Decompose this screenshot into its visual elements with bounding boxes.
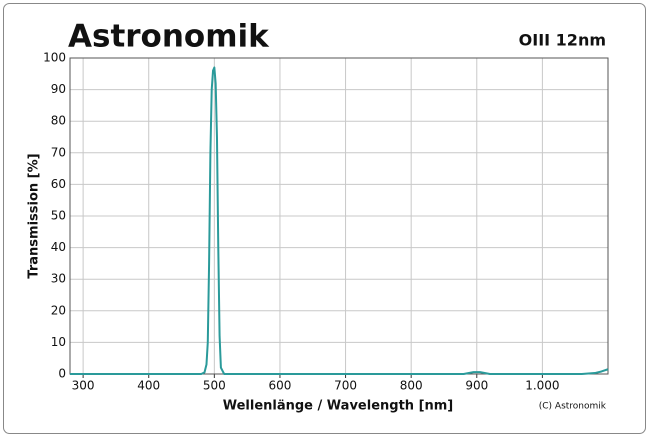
y-axis-label: Transmission [%]	[27, 153, 42, 278]
series-line	[70, 66, 609, 375]
x-tick-label: 900	[465, 379, 488, 393]
x-tick-label: 400	[137, 379, 160, 393]
y-tick-label: 100	[43, 51, 66, 65]
x-tick-label: 700	[334, 379, 357, 393]
y-tick-label: 60	[51, 177, 66, 191]
y-tick-label: 40	[51, 240, 66, 254]
x-tick-label: 300	[72, 379, 95, 393]
y-tick-label: 30	[51, 272, 66, 286]
y-tick-label: 10	[51, 335, 66, 349]
y-tick-label: 20	[51, 303, 66, 317]
y-tick-label: 80	[51, 114, 66, 128]
y-tick-label: 70	[51, 145, 66, 159]
chart-title: OIII 12nm	[519, 31, 606, 50]
x-tick-label: 800	[400, 379, 423, 393]
y-tick-label: 0	[58, 367, 66, 381]
x-tick-label: 1.000	[525, 379, 559, 393]
logo: Astronomik	[68, 19, 270, 55]
x-tick-label: 600	[268, 379, 291, 393]
y-tick-label: 50	[51, 209, 66, 223]
x-axis-label: Wellenlänge / Wavelength [nm]	[223, 399, 454, 414]
y-tick-label: 90	[51, 82, 66, 96]
credit: (C) Astronomik	[539, 402, 607, 412]
x-tick-label: 500	[203, 379, 226, 393]
